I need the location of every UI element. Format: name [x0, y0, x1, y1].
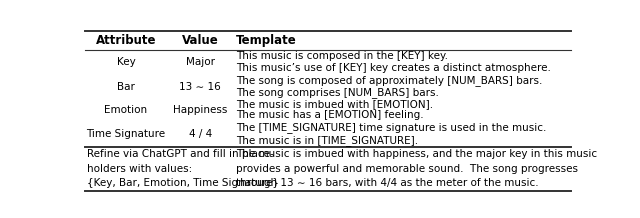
- Text: This music is composed in the [KEY] key.: This music is composed in the [KEY] key.: [236, 51, 448, 61]
- Text: This music’s use of [KEY] key creates a distinct atmosphere.: This music’s use of [KEY] key creates a …: [236, 63, 551, 73]
- Text: Major: Major: [186, 57, 215, 67]
- Text: The music is imbued with [EMOTION].: The music is imbued with [EMOTION].: [236, 99, 433, 109]
- Text: Bar: Bar: [117, 82, 135, 92]
- Text: provides a powerful and memorable sound.  The song progresses: provides a powerful and memorable sound.…: [236, 164, 579, 174]
- Text: 13 ∼ 16: 13 ∼ 16: [179, 82, 221, 92]
- Text: through 13 ∼ 16 bars, with 4/4 as the meter of the music.: through 13 ∼ 16 bars, with 4/4 as the me…: [236, 178, 539, 188]
- Text: Refine via ChatGPT and fill in place-: Refine via ChatGPT and fill in place-: [88, 149, 274, 159]
- Text: Value: Value: [182, 34, 219, 47]
- Text: The [TIME_SIGNATURE] time signature is used in the music.: The [TIME_SIGNATURE] time signature is u…: [236, 122, 547, 133]
- Text: Emotion: Emotion: [104, 105, 147, 115]
- Text: The music has a [EMOTION] feeling.: The music has a [EMOTION] feeling.: [236, 110, 424, 120]
- Text: {Key, Bar, Emotion, Time Signature}: {Key, Bar, Emotion, Time Signature}: [88, 178, 280, 188]
- Text: The song is composed of approximately [NUM_BARS] bars.: The song is composed of approximately [N…: [236, 75, 543, 86]
- Text: The music is imbued with happiness, and the major key in this music: The music is imbued with happiness, and …: [236, 149, 597, 159]
- Text: Template: Template: [236, 34, 297, 47]
- Text: holders with values:: holders with values:: [88, 164, 193, 174]
- Text: The music is in [TIME_SIGNATURE].: The music is in [TIME_SIGNATURE].: [236, 135, 419, 146]
- Text: The song comprises [NUM_BARS] bars.: The song comprises [NUM_BARS] bars.: [236, 87, 439, 98]
- Text: 4 / 4: 4 / 4: [189, 129, 212, 139]
- Text: Attribute: Attribute: [95, 34, 156, 47]
- Text: Time Signature: Time Signature: [86, 129, 166, 139]
- Text: Key: Key: [116, 57, 135, 67]
- Text: Happiness: Happiness: [173, 105, 227, 115]
